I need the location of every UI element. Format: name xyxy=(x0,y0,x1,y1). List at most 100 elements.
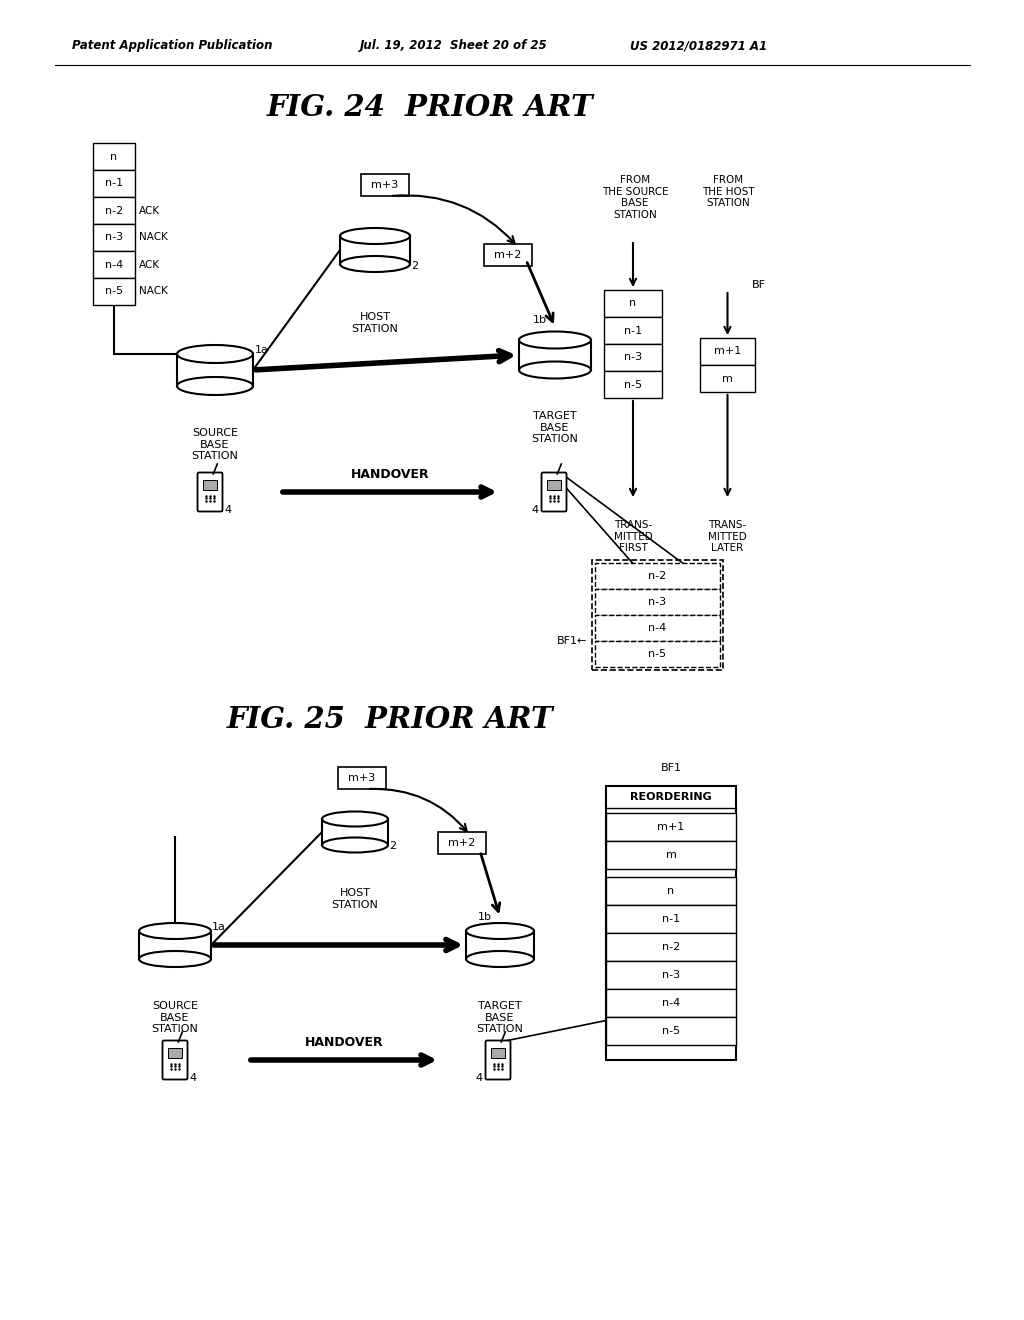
Text: m: m xyxy=(666,850,677,861)
Ellipse shape xyxy=(340,228,410,244)
FancyBboxPatch shape xyxy=(542,473,566,511)
Text: BF1: BF1 xyxy=(660,763,682,774)
Ellipse shape xyxy=(322,812,388,826)
Text: NACK: NACK xyxy=(139,286,168,297)
Bar xyxy=(604,371,662,399)
Text: n-2: n-2 xyxy=(104,206,123,215)
Text: n-3: n-3 xyxy=(104,232,123,243)
Text: 2: 2 xyxy=(389,841,396,851)
Bar xyxy=(700,366,755,392)
Bar xyxy=(606,989,736,1016)
Text: 4: 4 xyxy=(531,506,539,515)
Bar xyxy=(361,174,409,195)
Text: FROM
THE HOST
STATION: FROM THE HOST STATION xyxy=(701,176,755,209)
Bar xyxy=(93,251,135,279)
Text: 1a: 1a xyxy=(255,345,269,355)
Bar xyxy=(519,341,591,370)
Bar xyxy=(606,876,736,906)
Text: n-5: n-5 xyxy=(662,1026,680,1036)
Text: 1b: 1b xyxy=(478,912,492,921)
Bar xyxy=(606,961,736,989)
Text: n-4: n-4 xyxy=(104,260,123,269)
Ellipse shape xyxy=(340,256,410,272)
Ellipse shape xyxy=(177,345,253,363)
Text: US 2012/0182971 A1: US 2012/0182971 A1 xyxy=(630,40,767,53)
Text: HOST
STATION: HOST STATION xyxy=(332,888,379,909)
Bar xyxy=(595,642,720,667)
Text: n-2: n-2 xyxy=(648,572,667,581)
Bar xyxy=(484,244,532,267)
Bar xyxy=(606,785,736,1060)
Bar xyxy=(93,197,135,224)
Text: n-4: n-4 xyxy=(662,998,680,1008)
Text: REORDERING: REORDERING xyxy=(630,792,712,803)
Text: Jul. 19, 2012  Sheet 20 of 25: Jul. 19, 2012 Sheet 20 of 25 xyxy=(360,40,548,53)
Text: Patent Application Publication: Patent Application Publication xyxy=(72,40,272,53)
Ellipse shape xyxy=(519,362,591,379)
Ellipse shape xyxy=(466,950,534,968)
Bar xyxy=(604,317,662,345)
Text: SOURCE
BASE
STATION: SOURCE BASE STATION xyxy=(191,428,239,461)
Text: FIG. 24  PRIOR ART: FIG. 24 PRIOR ART xyxy=(266,94,593,123)
Text: 1a: 1a xyxy=(212,921,226,932)
Text: TRANS-
MITTED
LATER: TRANS- MITTED LATER xyxy=(709,520,746,553)
Text: n-1: n-1 xyxy=(662,913,680,924)
Bar xyxy=(322,818,388,845)
Bar xyxy=(592,560,723,671)
Text: n-1: n-1 xyxy=(104,178,123,189)
Ellipse shape xyxy=(139,950,211,968)
Text: TARGET
BASE
STATION: TARGET BASE STATION xyxy=(531,411,579,445)
Bar xyxy=(595,564,720,589)
FancyBboxPatch shape xyxy=(163,1040,187,1080)
Text: HANDOVER: HANDOVER xyxy=(305,1036,383,1049)
Text: TARGET
BASE
STATION: TARGET BASE STATION xyxy=(476,1001,523,1034)
Text: BF: BF xyxy=(752,280,766,290)
Bar xyxy=(93,143,135,170)
Bar xyxy=(604,345,662,371)
Text: n-5: n-5 xyxy=(648,649,667,659)
FancyBboxPatch shape xyxy=(198,473,222,511)
Bar xyxy=(466,931,534,960)
Bar xyxy=(93,170,135,197)
Bar xyxy=(203,480,217,490)
Text: m+3: m+3 xyxy=(348,774,376,783)
Text: m: m xyxy=(722,374,733,384)
Bar xyxy=(606,906,736,933)
Text: n: n xyxy=(630,298,637,309)
Bar xyxy=(606,841,736,869)
Bar xyxy=(604,290,662,317)
Text: n-3: n-3 xyxy=(662,970,680,979)
Ellipse shape xyxy=(177,378,253,395)
Text: TRANS-
MITTED
FIRST: TRANS- MITTED FIRST xyxy=(613,520,652,553)
Text: HOST
STATION: HOST STATION xyxy=(351,312,398,334)
Text: m+1: m+1 xyxy=(657,822,685,832)
Bar xyxy=(700,338,755,366)
Text: m+3: m+3 xyxy=(372,180,398,190)
Text: 1b: 1b xyxy=(534,315,547,325)
Bar xyxy=(338,767,386,789)
Text: n-2: n-2 xyxy=(662,942,680,952)
Text: NACK: NACK xyxy=(139,232,168,243)
Bar xyxy=(547,480,561,490)
Bar xyxy=(606,1016,736,1045)
Text: 4: 4 xyxy=(476,1073,483,1082)
Ellipse shape xyxy=(466,923,534,939)
Ellipse shape xyxy=(519,331,591,348)
Text: FIG. 25  PRIOR ART: FIG. 25 PRIOR ART xyxy=(226,705,553,734)
FancyBboxPatch shape xyxy=(485,1040,511,1080)
Text: n-1: n-1 xyxy=(624,326,642,335)
Text: n-4: n-4 xyxy=(648,623,667,634)
Bar xyxy=(168,1048,182,1059)
Text: n-5: n-5 xyxy=(624,380,642,389)
Text: n: n xyxy=(668,886,675,896)
Text: m+2: m+2 xyxy=(495,249,521,260)
Text: BF1←: BF1← xyxy=(557,636,587,645)
Bar xyxy=(139,931,211,960)
Text: n: n xyxy=(111,152,118,161)
Text: n-3: n-3 xyxy=(648,597,667,607)
Bar xyxy=(595,589,720,615)
Text: HANDOVER: HANDOVER xyxy=(350,469,429,482)
Text: n-3: n-3 xyxy=(624,352,642,363)
Text: FROM
THE SOURCE
BASE
STATION: FROM THE SOURCE BASE STATION xyxy=(602,176,669,220)
Text: ACK: ACK xyxy=(139,260,160,269)
